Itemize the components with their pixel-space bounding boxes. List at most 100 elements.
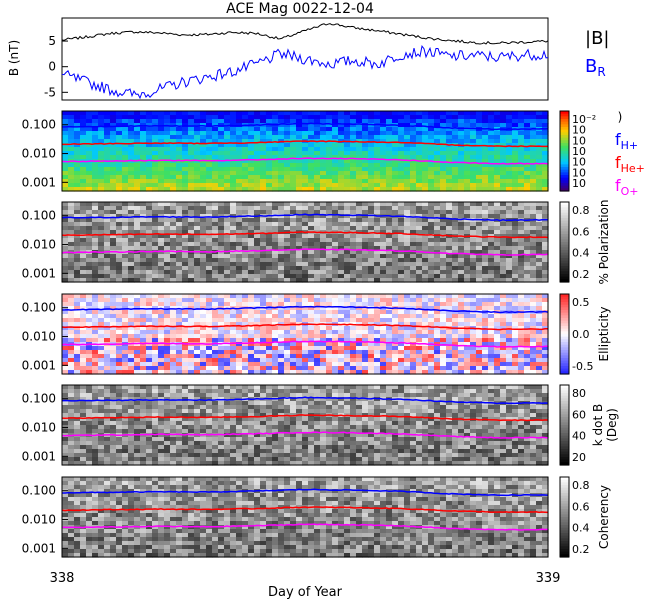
power-cell [224,115,231,120]
power-cell [470,163,477,168]
power-cell [170,187,177,192]
polarization-cell [128,258,135,263]
polarization-colorbar-label: 0.4 [572,247,590,260]
power-cell [86,175,93,180]
polarization-cell [434,238,441,243]
power-frame [61,110,549,192]
ellipticity-cell [206,358,213,363]
ellipticity-cell [440,358,447,363]
ellipticity-cell [470,322,477,327]
polarization-cell [158,202,165,207]
ellipticity-cell [434,322,441,327]
ellipticity-cell [314,358,321,363]
polarization-y-tick-label: 0.100 [22,209,56,223]
ellipticity-cell [302,354,309,359]
power-cell [380,147,387,152]
ellipticity-cell [296,370,303,375]
power-cell [380,163,387,168]
polarization-cell [182,222,189,227]
power-cell [326,115,333,120]
ellipticity-cell [422,358,429,363]
polarization-cell [458,258,465,263]
ellipticity-cell [146,362,153,367]
power-cell [212,179,219,184]
polarization-cell [506,258,513,263]
ellipticity-cell [284,358,291,363]
ellipticity-cell [446,366,453,371]
power-cell [68,119,75,124]
power-cell [464,187,471,192]
polarization-cell [332,202,339,207]
polarization-cell [512,270,519,275]
polarization-cell [140,250,147,255]
polarization-cell [320,250,327,255]
power-cell [518,111,525,116]
polarization-cell [62,270,69,275]
ellipticity-cell [428,366,435,371]
power-cell [530,119,537,124]
polarization-cell [122,266,129,271]
polarization-cell [236,250,243,255]
polarization-cell [464,246,471,251]
power-cell [512,135,519,140]
power-cell [296,147,303,152]
power-cell [254,135,261,140]
power-cell [374,111,381,116]
polarization-cell [110,274,117,279]
power-cell [350,147,357,152]
power-cell [476,155,483,160]
power-cell [170,163,177,168]
power-cell [254,163,261,168]
power-cell [170,131,177,136]
polarization-cell [266,258,273,263]
polarization-cell [458,230,465,235]
power-cell [140,119,147,124]
ellipticity-cell [320,346,327,351]
polarization-cell [68,258,75,263]
polarization-cell [98,270,105,275]
power-cell [332,123,339,128]
power-cell [326,163,333,168]
polarization-colorbar-step [560,276,569,280]
power-cell [278,175,285,180]
ellipticity-cell [368,370,375,375]
power-cell [248,171,255,176]
power-cell [500,119,507,124]
polarization-cell [524,254,531,259]
polarization-cell [344,254,351,259]
polarization-cell [332,266,339,271]
polarization-cell [164,234,171,239]
ellipticity-cell [80,302,87,307]
polarization-cell [440,226,447,231]
polarization-cell [542,214,549,219]
ellipticity-cell [152,342,159,347]
power-cell [218,143,225,148]
polarization-cell [362,258,369,263]
ellipticity-cell [428,354,435,359]
polarization-cell [398,218,405,223]
power-cell [218,155,225,160]
power-cell [308,167,315,172]
power-cell [434,131,441,136]
power-cell [68,175,75,180]
ellipticity-cell [416,314,423,319]
ellipticity-cell [236,334,243,339]
polarization-colorbar-step [560,239,569,243]
power-cell [482,179,489,184]
ellipticity-cell [410,362,417,367]
polarization-cell [500,278,507,283]
ellipticity-cell [116,322,123,327]
ellipticity-cell [146,322,153,327]
polarization-cell [314,266,321,271]
power-cell [266,167,273,172]
power-cell [542,167,549,172]
power-cell [230,111,237,116]
polarization-cell [452,218,459,223]
power-cell [524,179,531,184]
polarization-cell [320,254,327,259]
power-cell [446,147,453,152]
ellipticity-cell [470,338,477,343]
power-cell [308,135,315,140]
polarization-y-tick-label: 0.010 [22,238,56,252]
ellipticity-cell [350,346,357,351]
